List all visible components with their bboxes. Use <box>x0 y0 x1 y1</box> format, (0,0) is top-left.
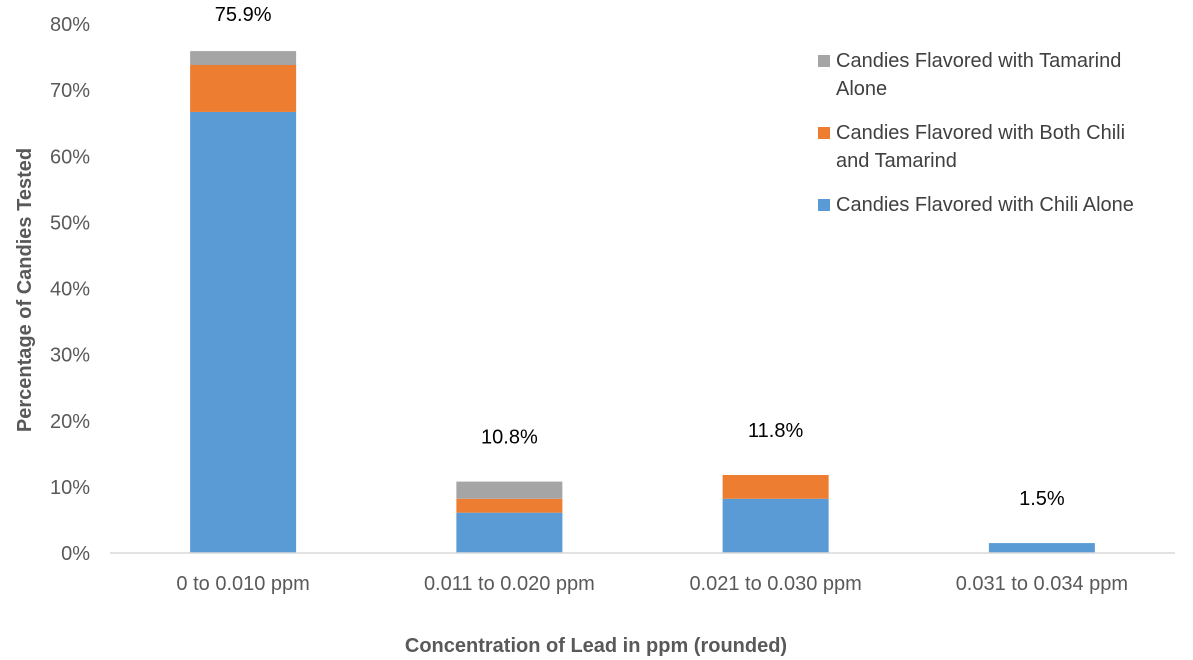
legend-label: Candies Flavored with Both Chili and Tama… <box>836 122 1125 172</box>
bar-segment <box>456 481 563 499</box>
bar-segment <box>456 498 563 513</box>
y-axis-ticks: 0% 10% 20% 30% 40% 50% 60% 70% 80% <box>50 14 90 565</box>
total-label: 1.5% <box>1019 488 1065 510</box>
legend-label: Candies Flavored with Tamarind Alone <box>836 50 1121 100</box>
y-tick-label: 50% <box>50 212 90 234</box>
bar-segment <box>190 51 297 65</box>
total-labels: 75.9% 10.8% 11.8% 1.5% <box>215 4 1065 510</box>
legend: Candies Flavored with Tamarind AloneCandi… <box>818 50 1134 216</box>
y-tick-label: 30% <box>50 345 90 367</box>
total-label: 11.8% <box>748 420 803 442</box>
total-label: 10.8% <box>481 427 538 449</box>
bar-segment <box>456 512 563 553</box>
x-axis-ticks: 0 to 0.010 ppm 0.011 to 0.020 ppm 0.021 to… <box>176 573 1128 595</box>
legend-label: Candies Flavored with Chili Alone <box>836 194 1134 216</box>
legend-swatch <box>818 55 830 67</box>
y-tick-label: 0% <box>61 543 90 565</box>
legend-swatch <box>818 199 830 211</box>
legend-label-line: Candies Flavored with Both Chili <box>836 122 1125 144</box>
bar-segment <box>722 474 829 499</box>
y-tick-label: 60% <box>50 146 90 168</box>
legend-label-line: Candies Flavored with Tamarind <box>836 50 1121 72</box>
legend-swatch <box>818 127 830 139</box>
x-tick-label: 0.021 to 0.030 ppm <box>689 573 861 595</box>
x-tick-label: 0 to 0.010 ppm <box>176 573 309 595</box>
bars <box>190 51 1095 553</box>
bar-segment <box>988 543 1095 553</box>
legend-label-line: Candies Flavored with Chili Alone <box>836 194 1134 216</box>
y-tick-label: 20% <box>50 411 90 433</box>
bar-segment <box>190 64 297 112</box>
y-axis-title: Percentage of Candies Tested <box>14 148 36 432</box>
total-label: 75.9% <box>215 4 272 26</box>
x-tick-label: 0.011 to 0.020 ppm <box>424 573 595 595</box>
y-tick-label: 40% <box>50 279 90 301</box>
bar-segment <box>722 498 829 553</box>
y-tick-label: 70% <box>50 80 90 102</box>
legend-label-line: Alone <box>836 78 887 100</box>
x-axis-title: Concentration of Lead in ppm (rounded) <box>405 635 787 657</box>
bar-segment <box>190 111 297 553</box>
x-tick-label: 0.031 to 0.034 ppm <box>956 573 1128 595</box>
y-tick-label: 80% <box>50 14 90 36</box>
legend-label-line: and Tamarind <box>836 150 957 172</box>
y-tick-label: 10% <box>50 477 90 499</box>
